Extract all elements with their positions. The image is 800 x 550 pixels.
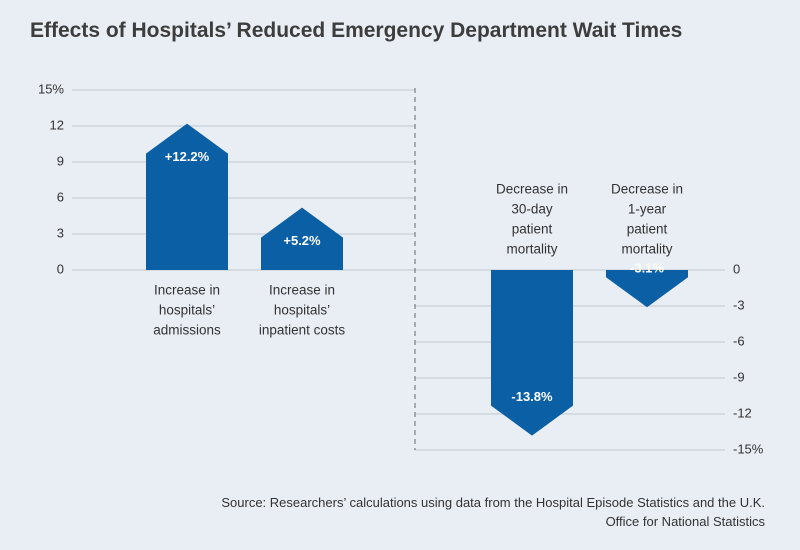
category-label: 30-day bbox=[511, 202, 553, 217]
right-tick-label: -12 bbox=[733, 405, 752, 420]
left-tick-label: 6 bbox=[57, 189, 64, 204]
left-tick-label: 0 bbox=[57, 261, 64, 276]
source-note: Source: Researchers’ calculations using … bbox=[221, 495, 765, 529]
bar bbox=[261, 207, 343, 270]
left-tick-label: 9 bbox=[57, 153, 64, 168]
bar bbox=[146, 123, 228, 270]
bar-value-label: +5.2% bbox=[283, 233, 321, 248]
category-label: Decrease in bbox=[496, 182, 568, 197]
bar-value-label: -13.8% bbox=[511, 389, 553, 404]
left-tick-label: 12 bbox=[50, 117, 64, 132]
category-label: inpatient costs bbox=[259, 323, 346, 338]
left-tick-label: 3 bbox=[57, 225, 64, 240]
category-label: patient bbox=[512, 222, 553, 237]
category-label: patient bbox=[627, 222, 668, 237]
left-tick-label: 15% bbox=[38, 81, 64, 96]
chart-title: Effects of Hospitals’ Reduced Emergency … bbox=[30, 19, 683, 42]
category-label: hospitals’ bbox=[274, 303, 330, 318]
category-label: hospitals’ bbox=[159, 303, 215, 318]
bar bbox=[491, 270, 573, 436]
right-tick-label: -15% bbox=[733, 441, 764, 456]
bar-value-label: +12.2% bbox=[165, 149, 210, 164]
category-label: Decrease in bbox=[611, 182, 683, 197]
right-tick-label: -6 bbox=[733, 333, 745, 348]
bar-value-label: -3.1% bbox=[630, 261, 664, 276]
right-tick-label: -3 bbox=[733, 297, 745, 312]
category-label: admissions bbox=[153, 323, 221, 338]
category-label: mortality bbox=[621, 242, 672, 257]
category-label: mortality bbox=[506, 242, 557, 257]
category-label: 1-year bbox=[628, 202, 667, 217]
bar bbox=[606, 270, 688, 308]
right-tick-label: -9 bbox=[733, 369, 745, 384]
category-label: Increase in bbox=[269, 283, 335, 298]
right-tick-label: 0 bbox=[733, 261, 740, 276]
category-label: Increase in bbox=[154, 283, 220, 298]
